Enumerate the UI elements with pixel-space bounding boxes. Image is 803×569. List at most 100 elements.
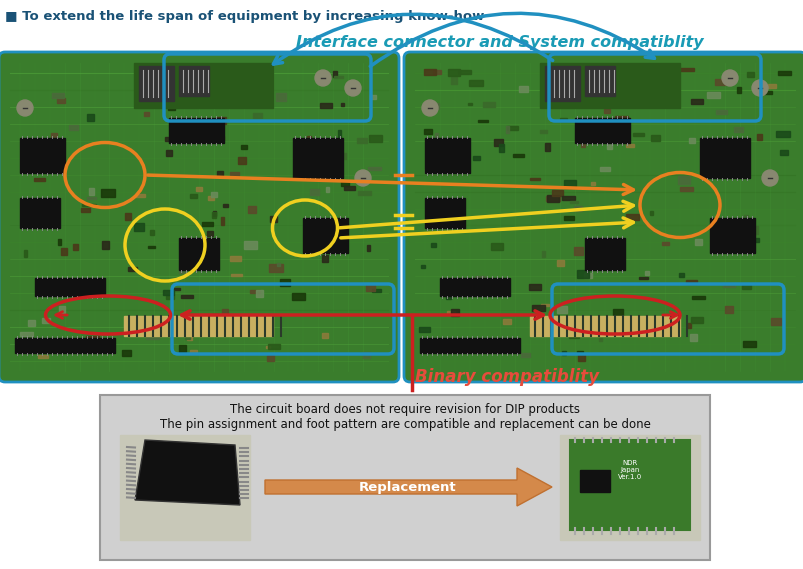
- Circle shape: [721, 70, 737, 86]
- Bar: [20, 198, 60, 228]
- Bar: [650, 135, 658, 141]
- Bar: [223, 204, 228, 207]
- Bar: [236, 71, 242, 78]
- Bar: [230, 256, 241, 261]
- Bar: [722, 283, 734, 287]
- Bar: [332, 153, 345, 159]
- Bar: [34, 178, 45, 181]
- Bar: [472, 156, 480, 160]
- Bar: [580, 139, 584, 147]
- Bar: [149, 229, 154, 235]
- FancyBboxPatch shape: [0, 52, 398, 382]
- Bar: [368, 167, 380, 170]
- Bar: [732, 168, 740, 175]
- Bar: [82, 204, 96, 206]
- Bar: [276, 263, 280, 266]
- Bar: [58, 239, 61, 245]
- Bar: [501, 282, 507, 286]
- Bar: [15, 338, 115, 353]
- Bar: [231, 68, 234, 74]
- Text: Replacement: Replacement: [359, 480, 456, 493]
- Bar: [213, 211, 216, 216]
- Text: The circuit board does not require revision for DIP products: The circuit board does not require revis…: [230, 403, 579, 416]
- Bar: [61, 249, 67, 255]
- Bar: [493, 139, 502, 146]
- Bar: [716, 160, 724, 163]
- Bar: [574, 118, 630, 143]
- Bar: [43, 318, 50, 323]
- Bar: [51, 133, 57, 139]
- Bar: [179, 345, 185, 352]
- Bar: [691, 296, 704, 299]
- Bar: [307, 136, 311, 138]
- Bar: [211, 135, 224, 141]
- Bar: [450, 309, 458, 316]
- Bar: [212, 314, 219, 318]
- Bar: [690, 334, 696, 341]
- Bar: [369, 135, 381, 142]
- Bar: [120, 435, 250, 540]
- Bar: [488, 344, 497, 351]
- Bar: [685, 280, 696, 284]
- Bar: [87, 197, 96, 199]
- Bar: [445, 295, 450, 299]
- Bar: [779, 150, 787, 155]
- Bar: [767, 84, 775, 88]
- Bar: [173, 331, 185, 335]
- Bar: [742, 341, 755, 347]
- Bar: [248, 206, 256, 213]
- Bar: [20, 332, 33, 336]
- Bar: [190, 194, 197, 198]
- Bar: [564, 216, 573, 220]
- Bar: [275, 93, 286, 101]
- Bar: [632, 133, 643, 137]
- Bar: [101, 189, 115, 197]
- Bar: [530, 178, 539, 180]
- Bar: [143, 68, 150, 73]
- Bar: [148, 246, 154, 249]
- Circle shape: [315, 70, 331, 86]
- Bar: [146, 333, 158, 339]
- Bar: [35, 278, 105, 296]
- Circle shape: [17, 100, 33, 116]
- Bar: [763, 91, 771, 93]
- Bar: [585, 66, 614, 96]
- Bar: [128, 267, 137, 271]
- Bar: [482, 101, 495, 106]
- Bar: [457, 71, 470, 74]
- Bar: [556, 259, 564, 266]
- Bar: [747, 72, 753, 77]
- Bar: [250, 290, 260, 294]
- Bar: [238, 158, 247, 164]
- Bar: [423, 129, 431, 134]
- Bar: [319, 103, 332, 108]
- Bar: [256, 290, 263, 296]
- Bar: [678, 273, 683, 277]
- Bar: [503, 319, 510, 324]
- Bar: [649, 211, 652, 215]
- Bar: [173, 78, 180, 83]
- Bar: [325, 187, 329, 192]
- Bar: [733, 127, 742, 131]
- Bar: [190, 350, 197, 353]
- Bar: [337, 130, 340, 138]
- Bar: [362, 352, 370, 358]
- Bar: [585, 238, 624, 270]
- Bar: [686, 323, 691, 328]
- Bar: [230, 274, 242, 277]
- Bar: [322, 255, 328, 262]
- Bar: [69, 125, 78, 130]
- Bar: [279, 278, 290, 286]
- Bar: [309, 189, 319, 195]
- Bar: [756, 134, 760, 139]
- Bar: [187, 334, 192, 340]
- Bar: [469, 80, 483, 86]
- Circle shape: [751, 80, 767, 96]
- Bar: [450, 77, 457, 84]
- Text: Binary compatiblity: Binary compatiblity: [414, 368, 598, 386]
- Bar: [161, 75, 165, 77]
- Text: The pin assignment and foot pattern are compatible and replacement can be done: The pin assignment and foot pattern are …: [159, 418, 650, 431]
- Bar: [531, 305, 544, 311]
- Bar: [485, 283, 497, 288]
- Circle shape: [344, 80, 361, 96]
